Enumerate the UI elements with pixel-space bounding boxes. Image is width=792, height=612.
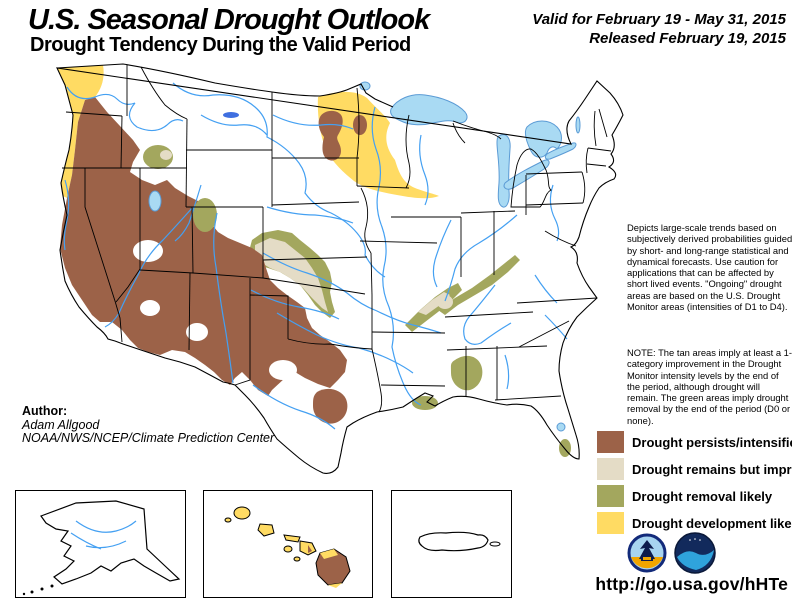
author-heading: Author: xyxy=(22,404,68,418)
page-subtitle: Drought Tendency During the Valid Period xyxy=(30,34,411,56)
url-link[interactable]: http://go.usa.gov/hHTe xyxy=(595,574,788,594)
page-title: U.S. Seasonal Drought Outlook xyxy=(28,4,430,36)
author-name: Adam Allgood xyxy=(22,417,100,432)
puerto-rico-inset xyxy=(391,490,512,598)
region-removal-olive-patches xyxy=(143,145,571,457)
great-salt-lake xyxy=(148,190,162,212)
legend-item-persists: Drought persists/intensifies xyxy=(597,431,792,453)
legend-swatch-removal xyxy=(597,485,624,507)
author-block: Author: Adam Allgood NOAA/NWS/NCEP/Clima… xyxy=(22,404,275,446)
noaa-logo-icon xyxy=(673,531,717,575)
region-persists-spots xyxy=(313,110,367,424)
conus-map xyxy=(5,55,650,487)
valid-period: Valid for February 19 - May 31, 2015 Rel… xyxy=(532,10,786,48)
lake-champlain xyxy=(575,116,581,134)
valid-line: Valid for February 19 - May 31, 2015 xyxy=(532,11,786,28)
legend-label: Drought persists/intensifies xyxy=(632,435,792,450)
hawaii-map xyxy=(224,506,351,588)
alaska-map xyxy=(22,500,181,596)
fort-peck-lake xyxy=(223,112,239,118)
alaska-inset xyxy=(15,490,186,598)
author-org: NOAA/NWS/NCEP/Climate Prediction Center xyxy=(22,431,275,445)
legend-swatch-development xyxy=(597,512,624,534)
legend-swatch-persists xyxy=(597,431,624,453)
puerto-rico-map xyxy=(418,531,501,552)
legend-label: Drought remains but improves xyxy=(632,462,792,477)
lake-of-the-woods xyxy=(359,81,371,91)
hawaii-inset xyxy=(203,490,373,598)
note-paragraph: NOTE: The tan areas imply at least a 1-c… xyxy=(627,347,792,426)
nws-logo-icon xyxy=(627,533,667,573)
description-paragraph: Depicts large-scale trends based on subj… xyxy=(627,222,792,313)
region-removal-and-improves-plains xyxy=(248,230,335,318)
legend-item-improves: Drought remains but improves xyxy=(597,458,792,480)
legend-label: Drought development likely xyxy=(632,516,792,531)
legend-label: Drought removal likely xyxy=(632,489,773,504)
conus-map-svg xyxy=(56,63,624,474)
region-persists-brown xyxy=(60,97,347,396)
legend-item-development: Drought development likely xyxy=(597,512,792,534)
country-outline xyxy=(56,63,624,474)
legend-swatch-improves xyxy=(597,458,624,480)
released-line: Released February 19, 2015 xyxy=(589,30,786,47)
lake-okeechobee xyxy=(556,422,566,432)
legend-item-removal: Drought removal likely xyxy=(597,485,792,507)
